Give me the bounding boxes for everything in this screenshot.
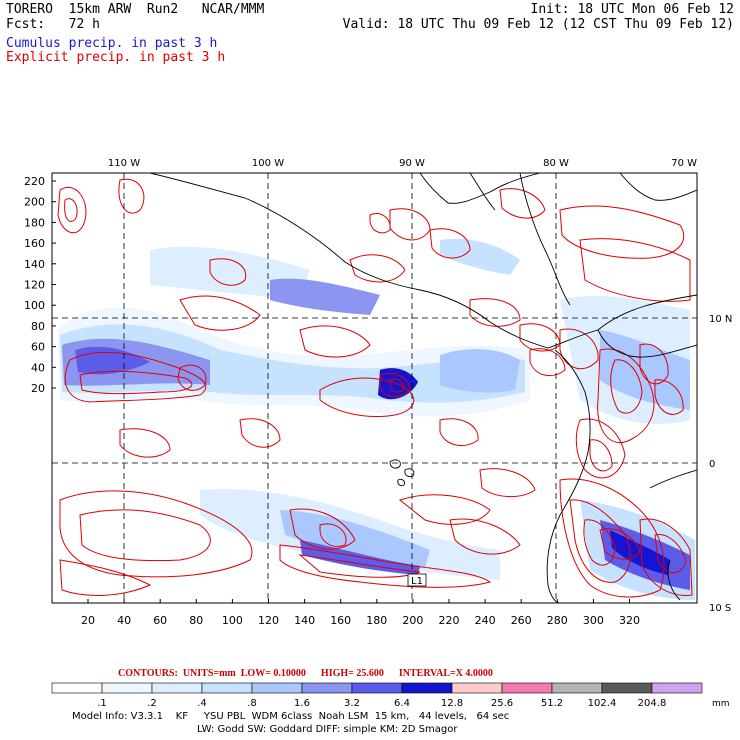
colorbar-swatch: [101, 682, 153, 694]
y-tick-label: 60: [31, 341, 45, 354]
model-run: Run2: [146, 2, 179, 17]
colorbar-label: 25.6: [491, 698, 513, 709]
colorbar-label: 6.4: [394, 698, 410, 709]
x-tick-label: 40: [117, 614, 131, 627]
colorbar-swatch: [601, 682, 653, 694]
colorbar-labels: .1 .2 .4 .8 1.6 3.2 6.4 12.8 25.6 51.2 102.4 204.8: [97, 698, 666, 709]
x-tick-label: 100: [222, 614, 243, 627]
init-time: Init: 18 UTC Mon 06 Feb 12: [530, 2, 735, 17]
y-tick-label: 100: [24, 299, 45, 312]
colorbar-swatch: [651, 682, 703, 694]
colorbar: .1.2.4.8 1.6 3.2 6.4 12.8 25.6 51.2 102.4 204.8 …: [51, 682, 730, 709]
x-tick-label: 20: [81, 614, 95, 627]
cumulus-precip-shading: [58, 238, 695, 600]
y-tick-label: 20: [31, 382, 45, 395]
lat-label-eq: 0: [709, 459, 715, 470]
field-label-cumulus: Cumulus precip. in past 3 h: [6, 36, 218, 51]
axis-ticks: 220 200 180 160 140 120 100 80 60 40 20 20 40 60 80 100…: [24, 175, 640, 627]
y-tick-label: 40: [31, 361, 45, 374]
lon-label-70w: 70 W: [671, 158, 697, 169]
colorbar-swatch: [51, 682, 103, 694]
x-tick-label: 180: [366, 614, 387, 627]
forecast-hour: Fcst: 72 h: [6, 17, 100, 32]
colorbar-swatch: [351, 682, 403, 694]
explicit-precip-contours: [57, 178, 693, 598]
contours-units: UNITS=mm: [182, 668, 236, 679]
lon-label-90w: 90 W: [399, 158, 425, 169]
x-tick-label: 120: [258, 614, 279, 627]
x-tick-label: 60: [153, 614, 167, 627]
colorbar-swatch: [201, 682, 253, 694]
y-tick-label: 140: [24, 258, 45, 271]
lat-label-10s: 10 S: [709, 603, 731, 614]
colorbar-swatch: [301, 682, 353, 694]
x-tick-label: 280: [547, 614, 568, 627]
x-tick-label: 200: [402, 614, 423, 627]
colorbar-swatch: [451, 682, 503, 694]
x-tick-label: 240: [475, 614, 496, 627]
colorbar-label: 102.4: [588, 698, 617, 709]
y-tick-label: 160: [24, 237, 45, 250]
model-org: NCAR/MMM: [201, 2, 265, 17]
x-tick-label: 260: [511, 614, 532, 627]
valid-time: Valid: 18 UTC Thu 09 Feb 12 (12 CST Thu …: [342, 17, 734, 32]
lon-label-100w: 100 W: [252, 158, 284, 169]
contours-low: LOW= 0.10000: [240, 668, 306, 679]
x-tick-label: 220: [439, 614, 460, 627]
colorbar-label: 204.8: [638, 698, 667, 709]
lon-label-110w: 110 W: [108, 158, 140, 169]
contours-high: HIGH= 25.600: [320, 668, 384, 679]
colorbar-swatch: [501, 682, 553, 694]
colorbar-unit: mm: [712, 699, 730, 709]
colorbar-label: 1.6: [294, 698, 310, 709]
x-tick-label: 300: [583, 614, 604, 627]
contour-info: CONTOURS: UNITS=mm LOW= 0.10000 HIGH= 25…: [118, 668, 493, 679]
y-tick-label: 200: [24, 196, 45, 209]
coastlines: [149, 173, 697, 603]
y-tick-label: 120: [24, 279, 45, 292]
colorbar-swatches: [51, 682, 703, 694]
colorbar-swatch: [551, 682, 603, 694]
x-tick-label: 140: [294, 614, 315, 627]
y-tick-label: 220: [24, 175, 45, 188]
x-tick-label: 80: [189, 614, 203, 627]
lat-label-10n: 10 N: [709, 314, 732, 325]
model-name: TORERO: [6, 2, 53, 17]
l1-marker-label: L1: [411, 576, 423, 587]
colorbar-swatch: [151, 682, 203, 694]
header-left-line1: TORERO 15km ARW Run2 NCAR/MMM: [6, 2, 264, 17]
colorbar-label: .2: [147, 698, 157, 709]
x-tick-label: 320: [619, 614, 640, 627]
lat-lon-grid: [52, 173, 697, 603]
model-info-line2: LW: Godd SW: Goddard DIFF: simple KM: 2D…: [197, 724, 458, 735]
contours-label: CONTOURS:: [118, 668, 178, 679]
model-resolution: 15km ARW: [68, 2, 132, 17]
fcst-label: Fcst:: [6, 17, 46, 32]
colorbar-label: .1: [97, 698, 107, 709]
model-info-line1: Model Info: V3.3.1 KF YSU PBL WDM 6class…: [72, 711, 510, 722]
colorbar-label: .8: [247, 698, 257, 709]
colorbar-label: .4: [197, 698, 207, 709]
colorbar-swatch: [401, 682, 453, 694]
map-field: [52, 173, 697, 603]
colorbar-label: 12.8: [441, 698, 463, 709]
x-tick-label: 160: [330, 614, 351, 627]
l1-marker-box: [407, 573, 427, 587]
lon-label-80w: 80 W: [543, 158, 569, 169]
field-label-explicit: Explicit precip. in past 3 h: [6, 50, 226, 65]
colorbar-label: 51.2: [541, 698, 563, 709]
colorbar-label: 3.2: [344, 698, 360, 709]
y-tick-label: 180: [24, 216, 45, 229]
contours-interval: INTERVAL=X 4.0000: [398, 668, 493, 679]
fcst-value: 72 h: [68, 17, 100, 32]
y-tick-label: 80: [31, 320, 45, 333]
colorbar-swatch: [251, 682, 303, 694]
